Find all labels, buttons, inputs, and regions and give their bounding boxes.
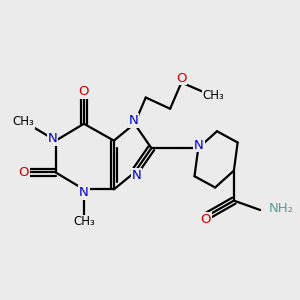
Text: O: O bbox=[79, 85, 89, 98]
Text: O: O bbox=[176, 71, 187, 85]
Text: N: N bbox=[194, 139, 204, 152]
Text: O: O bbox=[19, 166, 29, 179]
Text: N: N bbox=[79, 186, 89, 199]
Text: N: N bbox=[129, 114, 139, 127]
Text: CH₃: CH₃ bbox=[73, 215, 95, 229]
Text: NH₂: NH₂ bbox=[268, 202, 293, 214]
Text: CH₃: CH₃ bbox=[202, 89, 224, 102]
Text: CH₃: CH₃ bbox=[12, 116, 34, 128]
Text: N: N bbox=[131, 169, 141, 182]
Text: N: N bbox=[48, 132, 58, 145]
Text: O: O bbox=[200, 213, 211, 226]
